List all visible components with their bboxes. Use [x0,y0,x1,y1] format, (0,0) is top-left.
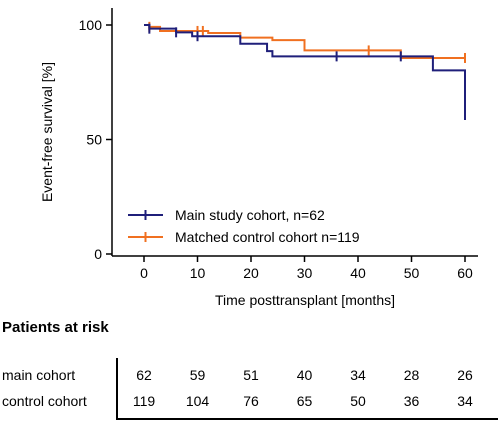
y-axis-title: Event-free survival [%] [39,62,55,202]
risk-cell: 34 [457,393,473,409]
y-tick-label: 100 [79,17,103,33]
y-tick-label: 50 [86,132,102,148]
x-tick-label: 40 [350,265,366,281]
risk-row-label-control: control cohort [2,393,87,409]
risk-row-label-main: main cohort [2,367,76,383]
x-axis-title: Time posttransplant [months] [215,292,395,308]
x-tick-label: 60 [457,265,473,281]
x-tick-label: 0 [140,265,148,281]
x-tick-label: 50 [404,265,420,281]
risk-cell: 34 [350,367,366,383]
risk-table-title: Patients at risk [2,319,109,336]
y-tick-label: 0 [94,246,102,262]
risk-cell: 119 [132,393,156,409]
legend-label: Main study cohort, n=62 [175,207,325,223]
risk-cell: 50 [350,393,366,409]
risk-cell: 62 [136,367,152,383]
legend: Main study cohort, n=62 Matched control c… [128,207,360,245]
risk-cell: 104 [185,393,210,409]
x-tick-label: 10 [190,265,206,281]
risk-table-horizontal-rule [116,418,498,420]
risk-cell: 26 [457,367,473,383]
axes: 0 50 100 0 10 20 30 40 50 60 Time posttransplant [… [39,8,478,308]
x-tick-label: 30 [297,265,313,281]
series-layer [144,21,466,121]
risk-cell: 59 [189,367,206,383]
risk-cell: 40 [296,367,313,383]
series-line-main [144,24,466,121]
risk-cell: 36 [403,393,420,409]
risk-cell: 51 [243,367,259,383]
risk-cell: 65 [296,393,313,409]
legend-label: Matched control cohort n=119 [175,229,360,245]
risk-table-vertical-rule [116,358,118,420]
risk-cell: 28 [403,367,420,383]
x-tick-label: 20 [243,265,259,281]
series-line-control [144,24,465,59]
risk-cell: 76 [243,393,259,409]
